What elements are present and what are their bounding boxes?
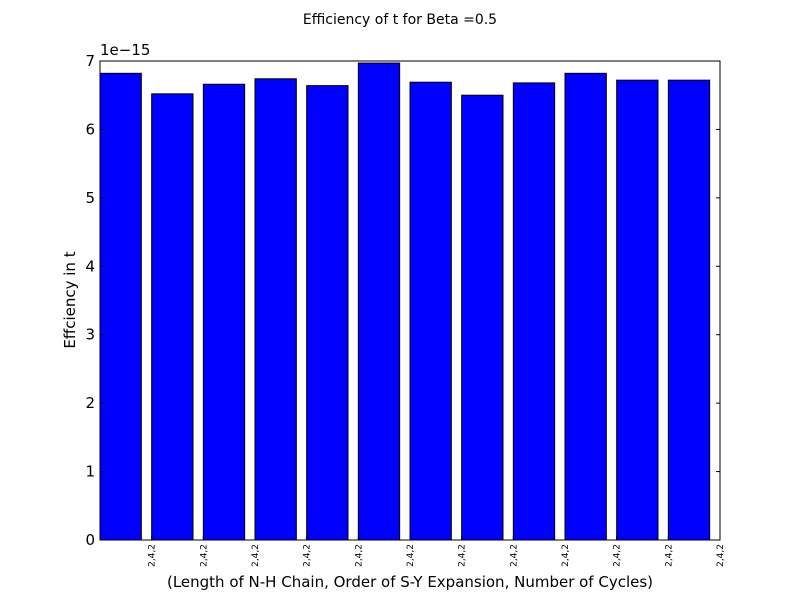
bar-3 [202, 83, 246, 541]
x-tick-label-1: 2,4,2 [148, 544, 158, 567]
bars [99, 62, 711, 541]
y-offset-label: 1e−15 [100, 41, 150, 59]
x-tick-label-3: 2,4,2 [251, 544, 261, 567]
x-tick-label-5: 2,4,2 [354, 544, 364, 567]
bar-11 [616, 79, 659, 541]
bar-8 [461, 94, 504, 541]
y-tick-label-3: 3 [85, 326, 95, 344]
x-tick-label-7: 2,4,2 [458, 544, 468, 567]
x-axis-label: (Length of N-H Chain, Order of S-Y Expan… [167, 573, 653, 591]
x-ticks: 2,4,2 2,4,2 2,4,2 2,4,2 2,4,2 2,4,2 2,4,2 2,4,2… [148, 536, 726, 567]
bar-4 [254, 78, 297, 541]
x-tick-label-12: 2,4,2 [716, 544, 726, 567]
bar-7 [409, 81, 452, 541]
bar-6 [357, 62, 401, 541]
bar-10 [564, 72, 607, 541]
x-tick-label-2: 2,4,2 [199, 544, 209, 567]
bar-1 [99, 72, 142, 541]
plot-frame [99, 60, 721, 541]
y-tick-label-0: 0 [85, 531, 95, 549]
x-tick-label-10: 2,4,2 [613, 544, 623, 567]
y-axis-label: Effciency in t [61, 251, 79, 348]
x-tick-label-4: 2,4,2 [303, 544, 313, 567]
y-tick-label-6: 6 [85, 120, 95, 138]
bar-2 [151, 93, 194, 541]
y-tick-label-1: 1 [85, 463, 95, 481]
x-tick-label-8: 2,4,2 [509, 544, 519, 567]
y-ticks: 0 1 2 3 4 5 6 7 [85, 52, 720, 549]
bar-5 [306, 85, 349, 541]
y-tick-label-5: 5 [85, 189, 95, 207]
y-tick-label-7: 7 [85, 52, 95, 70]
x-tick-label-6: 2,4,2 [406, 544, 416, 567]
x-tick-label-9: 2,4,2 [561, 544, 571, 567]
bar-12 [667, 79, 711, 541]
chart-title: Efficiency of t for Beta =0.5 [303, 12, 497, 28]
y-tick-label-4: 4 [85, 257, 95, 275]
y-tick-label-2: 2 [85, 394, 95, 412]
bar-9 [512, 82, 556, 541]
x-tick-label-11: 2,4,2 [664, 544, 674, 567]
